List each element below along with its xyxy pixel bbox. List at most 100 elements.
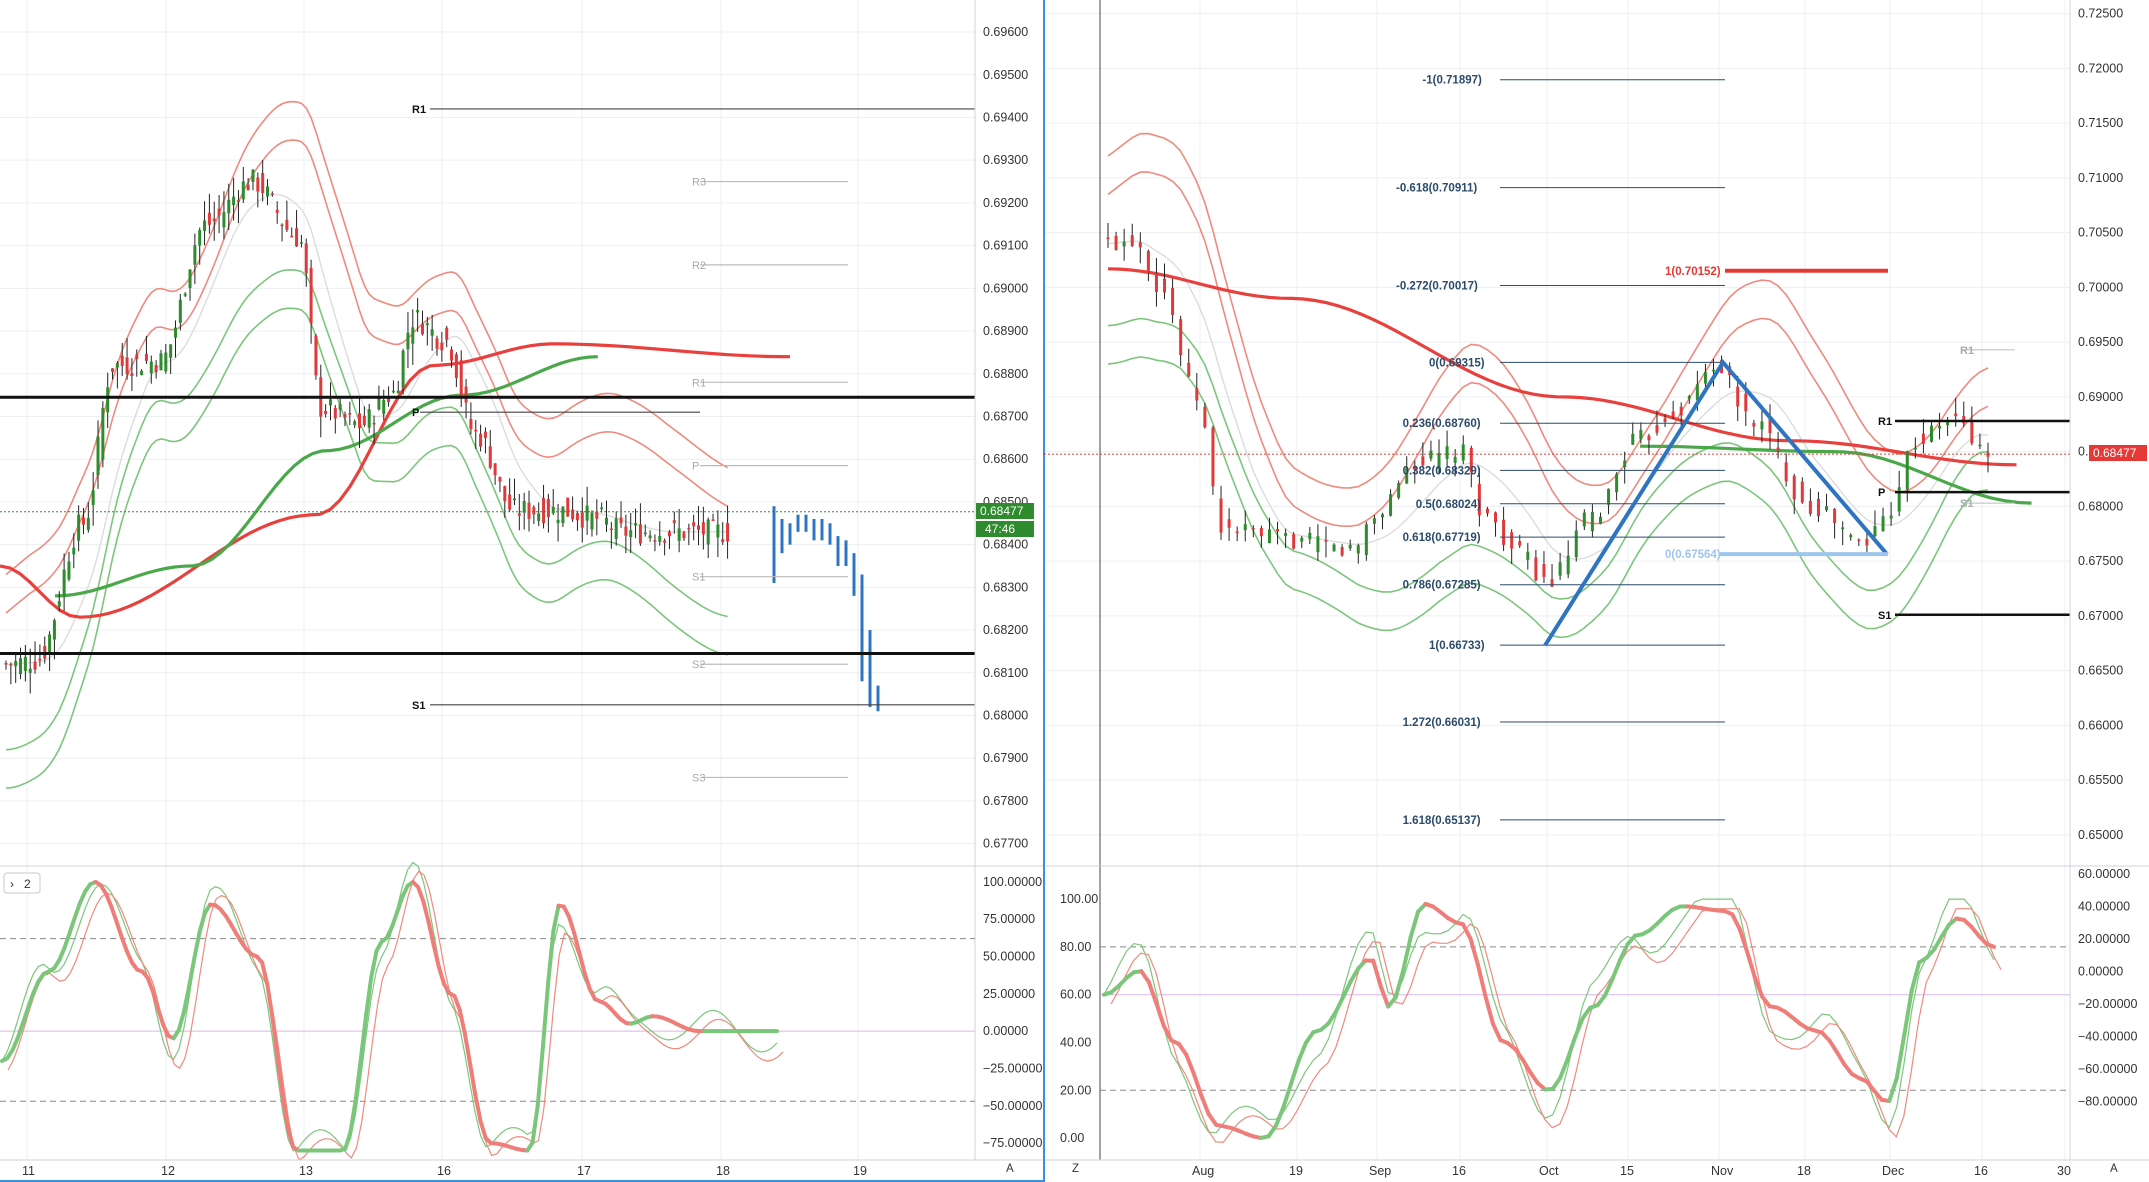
left-oscillator-pane[interactable]: 100.00000 75.00000 50.00000 25.00000 0.00000…: [0, 861, 1044, 1161]
oscillator-main-segment: [1296, 1040, 1308, 1064]
candle-body: [19, 658, 23, 675]
oscillator-tick-label: 100.00000: [983, 875, 1042, 889]
fib-level-label: 0.5(0.68024): [1416, 499, 1481, 511]
candle-body: [1752, 422, 1756, 427]
candle-body: [1405, 467, 1409, 484]
candle-body: [1849, 534, 1853, 538]
left-auto-scale-button[interactable]: A: [1006, 1163, 1014, 1175]
candle-body: [256, 177, 260, 192]
right-zoom-button[interactable]: Z: [1072, 1163, 1079, 1175]
pivot-label: S1: [1960, 498, 1973, 510]
left-price-axis[interactable]: 0.69600 0.69500 0.69400 0.69300 0.69200 0.691…: [974, 0, 1028, 1160]
candle-body: [648, 535, 652, 539]
candle-body: [1397, 483, 1401, 498]
candle-body: [493, 463, 497, 476]
oscillator-main-segment: [369, 948, 379, 979]
candle-body: [1687, 396, 1691, 399]
candle-body: [1389, 494, 1393, 516]
oscillator-main-segment: [1752, 974, 1765, 999]
oscillator-main-segment: [348, 1097, 358, 1134]
oscillator-main-segment: [176, 1009, 187, 1032]
oscillator-left-tick: 20.00: [1060, 1083, 1091, 1097]
oscillator-main-segment: [265, 982, 275, 1020]
candle-body: [585, 505, 589, 521]
right-price-axis[interactable]: 0.72500 0.72000 0.71500 0.71000 0.70500 0.700…: [2069, 0, 2123, 1160]
candle-body: [1477, 483, 1481, 516]
moving-average-gray: [1107, 240, 1989, 561]
oscillator-main-segment: [26, 991, 36, 1010]
candle-body: [1962, 415, 1966, 424]
candle-body: [1663, 418, 1667, 422]
candle-body: [338, 404, 342, 410]
candle-body: [1639, 429, 1643, 440]
oscillator-main-segment: [1618, 942, 1630, 963]
candle-body: [692, 522, 696, 527]
right-auto-scale-button[interactable]: A: [2110, 1163, 2118, 1175]
left-chart-pane[interactable]: R1 R3 R2 R1 P P S1 S2 S1 S3 0.69600 0.69500 0.69400…: [0, 0, 1044, 1178]
oscillator-main-segment: [1490, 1021, 1503, 1042]
right-chart-pane[interactable]: -1(0.71897) -0.618(0.70911) -0.272(0.70017…: [1044, 0, 2149, 1178]
candle-body: [1938, 425, 1942, 429]
candle-body: [614, 518, 618, 539]
candle-body: [1138, 242, 1142, 248]
oscillator-main-segment: [436, 965, 447, 987]
candle-body: [474, 429, 478, 432]
candle-body: [658, 535, 662, 542]
candle-body: [1494, 512, 1498, 523]
candle-body: [411, 327, 415, 344]
left-indicator-toggle[interactable]: › 2: [3, 872, 41, 894]
price-tick-label: 0.72000: [2078, 61, 2123, 75]
oscillator-main-segment: [1184, 1052, 1196, 1076]
right-oscillator-pane[interactable]: 100.00 80.00 60.00 40.00 20.00 0.00 60.00000 40…: [1046, 865, 2149, 1145]
candle-body: [1712, 369, 1716, 372]
oscillator-main-segment: [1266, 1123, 1279, 1139]
oscillator-main-segment: [67, 915, 77, 936]
candle-body: [401, 350, 405, 389]
candle-body: [125, 357, 129, 375]
candle-body: [721, 539, 725, 543]
candle-body: [1776, 447, 1780, 451]
oscillator-main-segment: [286, 1126, 296, 1150]
price-tick-label: 0.67900: [983, 751, 1028, 765]
right-time-axis[interactable]: Aug 19 Sep 16 Oct 15 Nov 18 Dec 16 30: [1046, 1159, 2149, 1178]
oscillator-right-tick: −60.00000: [2078, 1062, 2137, 1076]
candle-body: [1348, 544, 1352, 549]
bollinger-lower-outer: [5, 307, 728, 789]
oscillator-main-segment: [478, 1119, 488, 1141]
fibonacci-extension-drawing[interactable]: -1(0.71897) -0.618(0.70911) -0.272(0.70017…: [1396, 75, 2070, 827]
candle-body: [91, 490, 95, 506]
candle-body: [634, 523, 638, 526]
candle-body: [1873, 526, 1877, 537]
left-time-axis[interactable]: 11 12 13 16 17 18 19: [0, 1159, 1044, 1178]
candle-body: [1122, 241, 1126, 247]
oscillator-main-segment: [473, 1092, 483, 1124]
bollinger-upper-inner: [1107, 171, 1989, 528]
projection-bar: [844, 540, 848, 566]
candle-body: [159, 353, 163, 371]
candle-body: [96, 436, 100, 476]
candle-body: [1841, 527, 1845, 530]
oscillator-main-segment: [1894, 1033, 1907, 1081]
oscillator-main-segment: [270, 1015, 280, 1060]
oscillator-tick-label: 0.00000: [983, 1024, 1028, 1038]
fib-level-label: -0.272(0.70017): [1396, 281, 1478, 293]
candle-body: [77, 514, 81, 541]
candle-body: [590, 513, 594, 530]
oscillator-main-segment: [546, 929, 556, 986]
projection-base-label: 0(0.67564): [1665, 549, 1721, 561]
fib-level-label: 1.272(0.66031): [1403, 717, 1481, 729]
pivot-label: S3: [692, 772, 705, 784]
candle-body: [9, 664, 13, 666]
projection-bar: [876, 685, 880, 712]
candle-body: [343, 414, 347, 418]
oscillator-main-segment: [1206, 1112, 1219, 1127]
price-tick-label: 0.69000: [983, 281, 1028, 295]
candle-body: [299, 242, 303, 244]
candle-body: [619, 517, 623, 524]
candle-body: [1905, 451, 1909, 490]
candle-body: [1857, 539, 1861, 542]
candle-body: [488, 446, 492, 468]
candle-body: [1679, 406, 1683, 416]
oscillator-left-tick: 40.00: [1060, 1035, 1091, 1049]
oscillator-main-segment: [1760, 994, 1772, 1009]
